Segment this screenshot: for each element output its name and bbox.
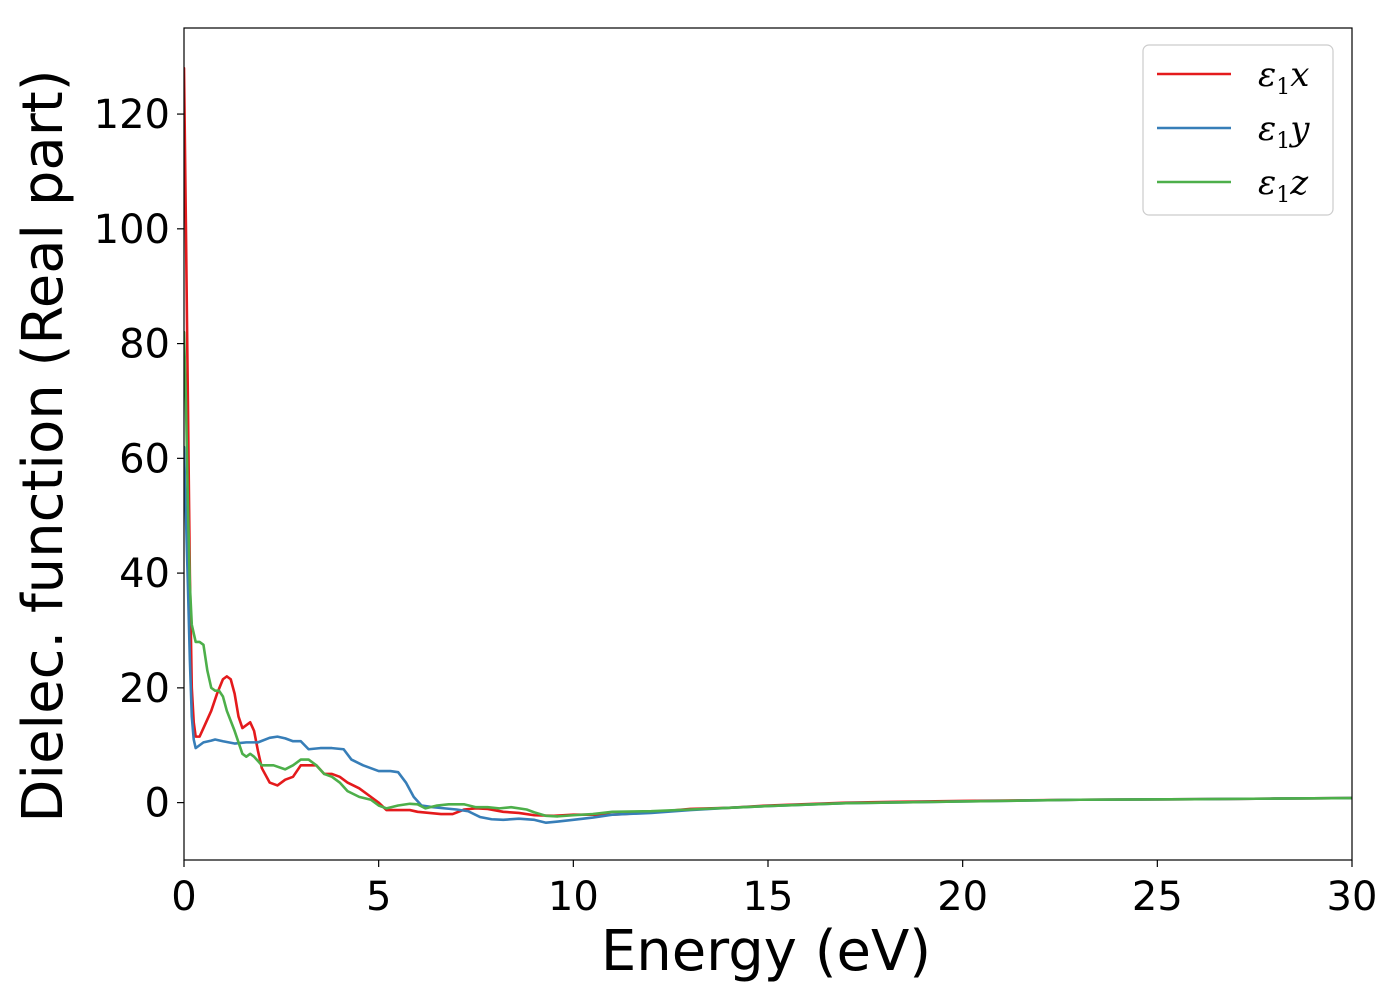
y-tick-label: 20 [119, 666, 170, 712]
x-tick-label: 15 [743, 874, 794, 920]
y-axis-ticks: 0 20 40 60 80 100 120 [94, 92, 184, 827]
series-line-z [184, 330, 1352, 818]
x-axis-ticks: 0 5 10 15 20 25 30 [171, 860, 1377, 920]
y-axis-title: Dielec. function (Real part) [11, 69, 76, 822]
plot-frame [183, 27, 1353, 861]
y-tick-label: 40 [119, 551, 170, 597]
y-tick-label: 0 [145, 781, 170, 827]
legend-label-x: ε1x [1258, 55, 1309, 100]
legend: ε1x ε1y ε1z [1142, 44, 1334, 216]
series-lines [184, 66, 1352, 824]
x-tick-label: 10 [548, 874, 599, 920]
x-tick-label: 5 [366, 874, 391, 920]
legend-label-y: ε1y [1258, 109, 1310, 154]
y-tick-label: 80 [119, 322, 170, 368]
series-line-y [184, 445, 1352, 824]
y-tick-label: 60 [119, 436, 170, 482]
x-tick-label: 0 [171, 874, 196, 920]
x-tick-label: 20 [937, 874, 988, 920]
y-tick-label: 100 [94, 207, 170, 253]
x-tick-label: 25 [1132, 874, 1183, 920]
x-axis-title: Energy (eV) [601, 919, 931, 984]
y-tick-label: 120 [94, 92, 170, 138]
x-tick-label: 30 [1327, 874, 1378, 920]
legend-label-z: ε1z [1258, 163, 1309, 208]
legend-box [1142, 44, 1334, 216]
